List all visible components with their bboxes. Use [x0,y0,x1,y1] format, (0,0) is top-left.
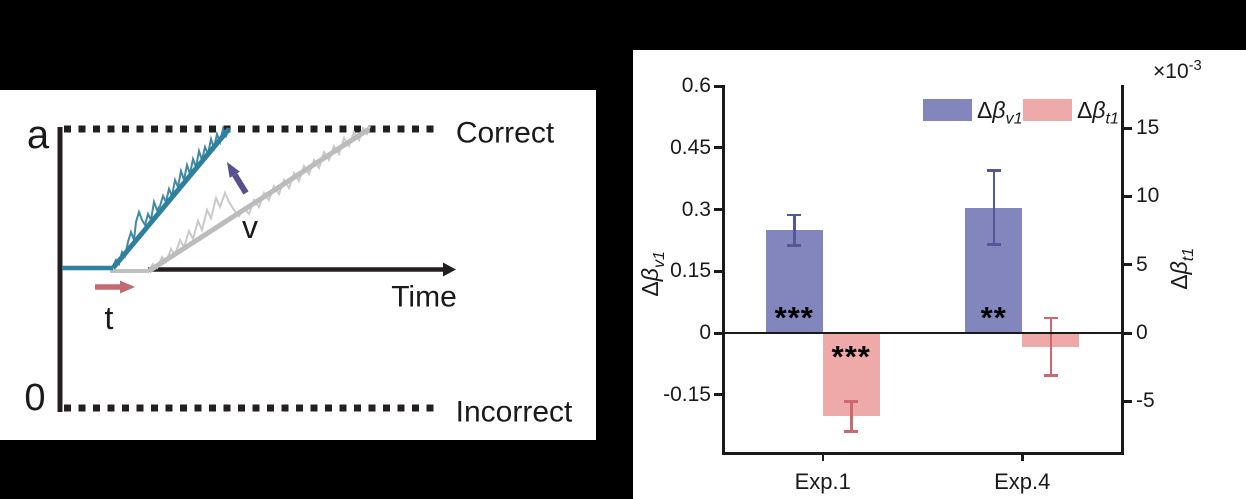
left-axis-tick [713,269,722,273]
error-bar-cap-top [844,400,859,403]
error-bar-line [992,170,995,245]
legend-item-bt1: Δβt1 [1023,99,1119,130]
multiplier-exponent: -3 [1188,58,1202,74]
drift-rate-arrow-shaft [232,173,249,195]
right-axis-tick-label: 0 [1136,321,1148,344]
left-axis-tick-label: 0.3 [681,197,711,221]
bar-v1-Exp1 [765,230,823,333]
legend-bt1-beta: β [1092,97,1106,123]
multiplier-base: ×10 [1153,60,1189,83]
significance-stars: ** [980,300,1007,335]
right-label-delta: Δ [1166,274,1193,290]
left-axis-tick [713,84,722,88]
legend-bt1-sub: t1 [1105,109,1119,128]
x-axis-category-label: Exp.1 [794,469,851,494]
error-bar-cap-bottom [787,244,802,247]
incorrect-label: Incorrect [456,396,573,429]
right-axis-tick [1123,263,1132,267]
right-axis-multiplier: ×10-3 [1153,58,1202,84]
right-axis-tick-label: 10 [1136,184,1160,208]
ndt-arrow-icon [120,280,135,294]
bar-chart-panel: ×10-3 Δβv1 Δβt1 Δβv1 Δβt1 *** ** *** 0.6 0.4… [633,50,1246,499]
legend-swatch-bt1 [1023,99,1072,121]
drift-rate-label: v [242,209,258,245]
ddm-diagram: a 0 Correct Incorrect Time t v [24,113,573,429]
legend-label-bt1: Δβt1 [1077,99,1119,130]
error-bar-cap-bottom [1043,374,1058,377]
error-bar-cap-top [986,169,1001,172]
ddm-panel: a 0 Correct Incorrect Time t v [0,90,596,440]
fast-drift-line [111,127,231,270]
left-axis-tick-label: 0.6 [681,74,711,98]
significance-stars: *** [774,300,814,335]
left-label-delta: Δ [637,281,664,297]
ndt-label: t [105,300,114,336]
error-bar-line [793,214,796,246]
right-axis-tick-label: 15 [1136,116,1160,140]
right-axis-tick-label: -5 [1136,389,1155,413]
x-axis-tick [1021,453,1024,461]
left-axis-tick [713,393,722,397]
fast-noise-trace [111,125,230,269]
left-axis-tick-label: -0.15 [663,382,711,406]
left-axis-tick-label: 0.45 [670,135,711,159]
left-y-axis-line [721,85,725,455]
left-axis-tick-label: 0 [699,321,711,344]
legend-label-bv1: Δβv1 [977,99,1023,130]
right-y-axis-line [1120,85,1124,455]
right-axis-tick [1123,331,1132,335]
slow-drift-line [147,126,371,274]
error-bar-line [1049,317,1052,376]
legend-bv1-beta: β [992,97,1006,123]
zero-line [723,331,1122,335]
error-bar-cap-bottom [844,430,859,433]
left-axis-tick [713,208,722,212]
x-axis-line [721,451,1124,455]
error-bar-cap-bottom [986,243,1001,246]
legend-item-bv1: Δβv1 [923,99,1023,130]
left-axis-tick [713,331,722,335]
time-label: Time [391,281,457,314]
error-bar-cap-top [1043,316,1058,320]
legend-bv1-delta: Δ [977,97,993,123]
correct-label: Correct [456,117,555,150]
left-axis-tick [713,146,722,150]
x-axis-tick [821,453,824,461]
origin-label: 0 [24,377,45,419]
right-axis-tick-label: 5 [1136,252,1148,276]
significance-stars: *** [831,339,871,374]
legend-bv1-sub: v1 [1005,109,1023,128]
error-bar-line [850,401,853,432]
time-axis-arrowhead-icon [443,262,456,277]
x-axis-category-label: Exp.4 [994,469,1051,494]
right-axis-tick [1123,126,1132,130]
legend-bt1-delta: Δ [1077,97,1093,123]
right-axis-tick [1123,399,1132,403]
threshold-label: a [27,113,50,157]
left-axis-tick-label: 0.15 [670,259,711,283]
legend-swatch-bv1 [923,99,972,121]
drift-rate-arrow-icon [227,162,240,178]
error-bar-cap-top [787,213,802,217]
right-axis-tick [1123,194,1132,198]
